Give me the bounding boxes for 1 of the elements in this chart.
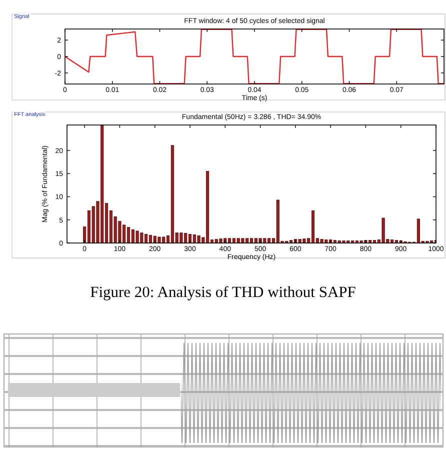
caption: Figure 20: Analysis of THD without SAPF xyxy=(90,284,356,301)
